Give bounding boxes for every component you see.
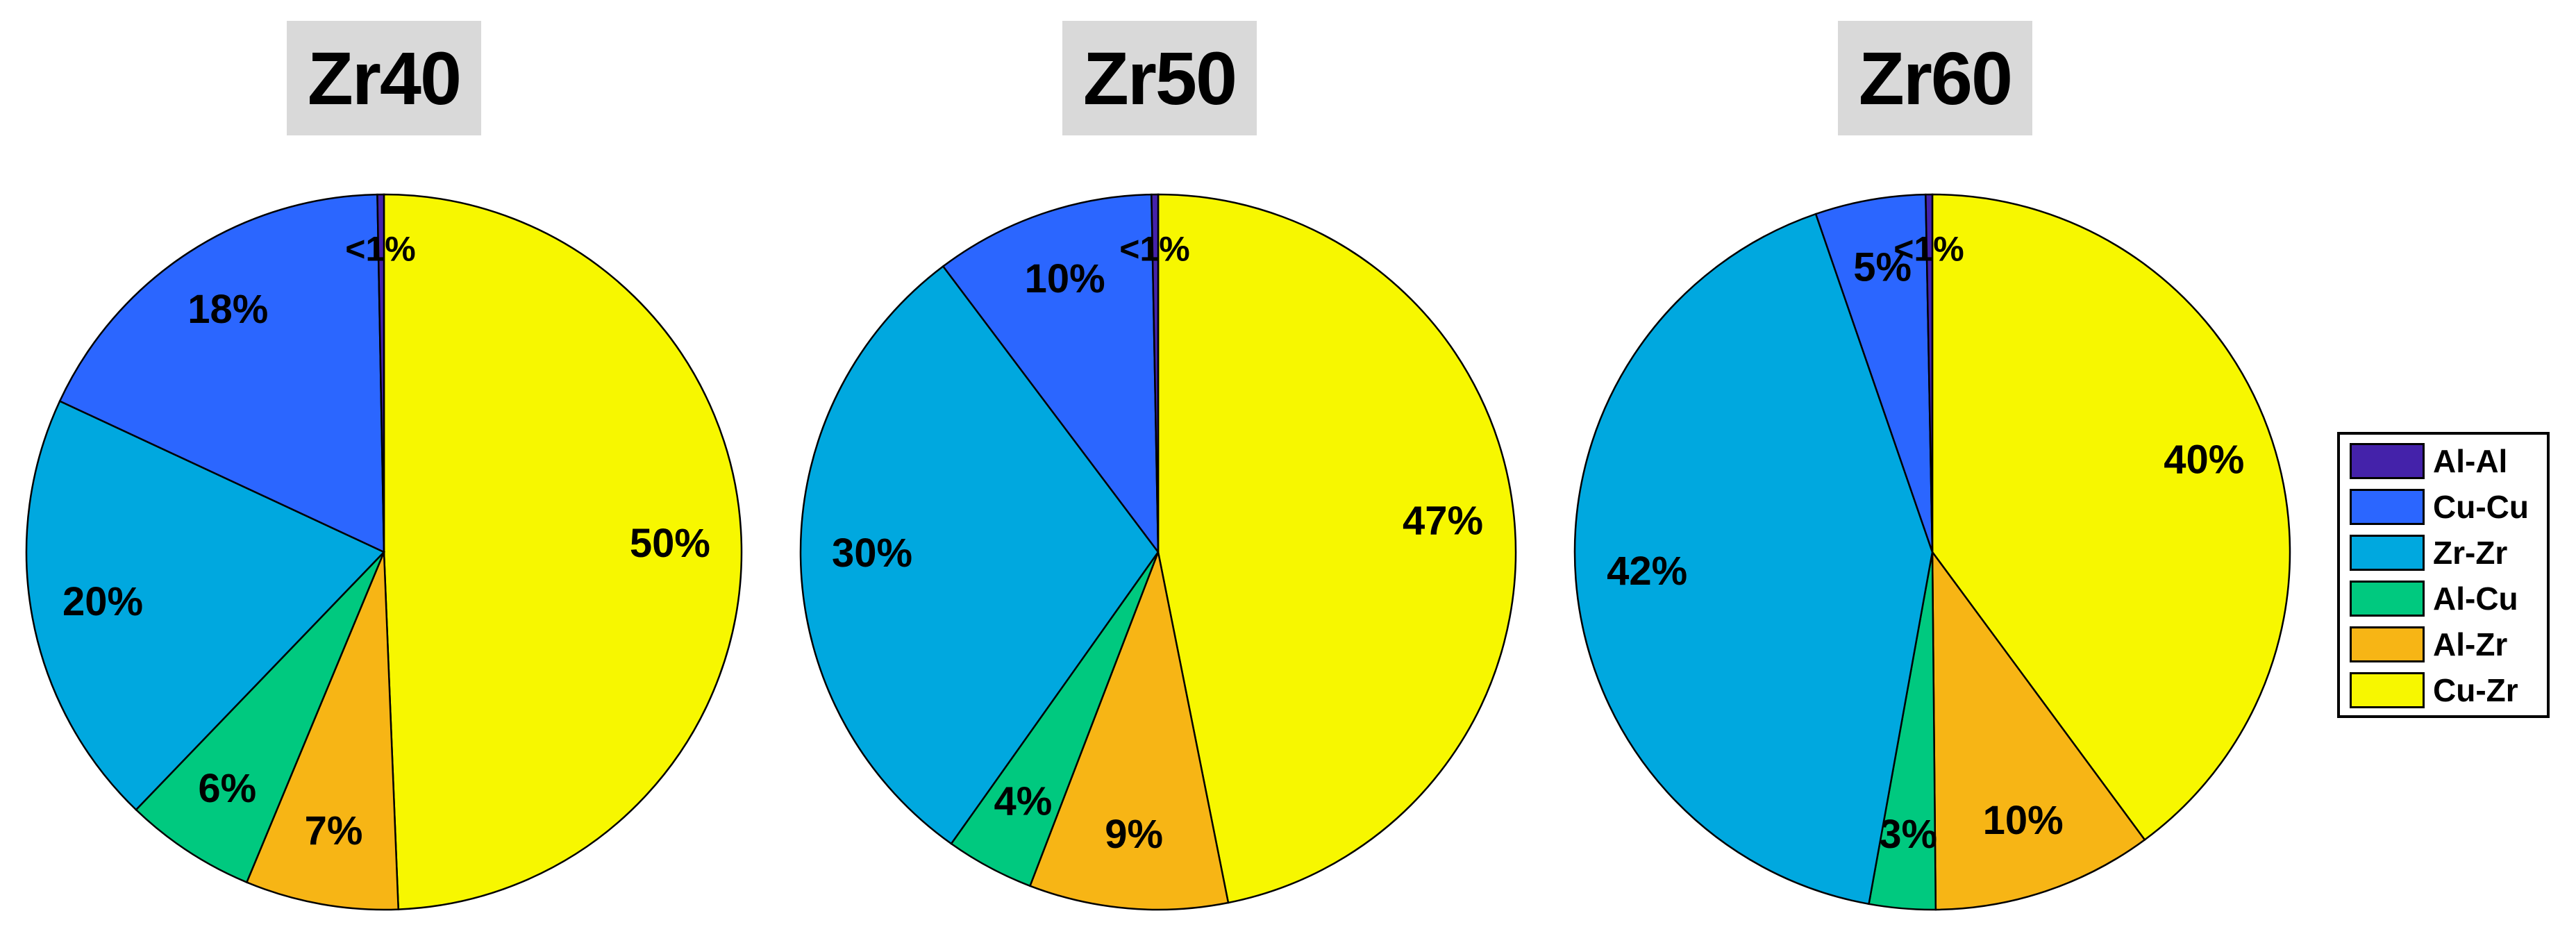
legend-item-zr-zr: Zr-Zr — [2350, 535, 2507, 571]
pie-slice-zr40-al-cu — [135, 551, 385, 884]
legend-label-cu-cu: Cu-Cu — [2433, 489, 2529, 525]
pie-label-zr50-al-cu: 4% — [994, 779, 1053, 824]
pie-title-box-zr60: Zr60 — [1838, 21, 2032, 135]
legend-item-al-cu: Al-Cu — [2350, 581, 2518, 617]
pie-slice-zr40-al-al — [376, 193, 385, 553]
pie-zr60: 40% 10% 3% 42% 5%<1% — [1573, 193, 2291, 911]
legend-item-al-zr: Al-Zr — [2350, 626, 2507, 662]
pie-title-box-zr50: Zr50 — [1062, 21, 1257, 135]
pie-slice-zr60-cu-zr — [1931, 193, 2291, 842]
pie-label-zr60-cu-cu: 5% — [1853, 245, 1912, 290]
legend-label-cu-zr: Cu-Zr — [2433, 672, 2518, 708]
pie-label-zr40-cu-cu: 18% — [187, 287, 268, 332]
pie-slice-zr60-al-zr — [1931, 549, 2146, 911]
pie-zr40: 50% 7% 6% 20% 18% <1% — [25, 193, 743, 911]
pie-slice-zr50-cu-cu — [942, 193, 1160, 555]
pie-slice-zr50-cu-zr — [1157, 193, 1517, 904]
pie-label-zr60-al-al: <1% — [1893, 230, 1964, 269]
pie-slice-zr40-zr-zr — [25, 399, 386, 811]
pie-label-zr60-al-zr: 10% — [1983, 798, 2064, 843]
legend-item-al-al: Al-Al — [2350, 443, 2507, 479]
pie-label-zr50-al-al: <1% — [1119, 230, 1189, 269]
legend-label-al-al: Al-Al — [2433, 443, 2508, 479]
pie-label-zr40-al-al: <1% — [345, 230, 415, 269]
legend-item-cu-zr: Cu-Zr — [2350, 672, 2518, 708]
legend-swatch-al-zr — [2350, 626, 2425, 662]
pie-label-zr60-al-cu: 3% — [1879, 812, 1937, 857]
legend-label-al-zr: Al-Zr — [2433, 626, 2508, 662]
pie-label-zr60-zr-zr: 42% — [1607, 549, 1687, 594]
pie-slice-zr60-cu-cu — [1814, 193, 1934, 553]
pie-title-zr50: Zr50 — [1082, 36, 1237, 120]
pie-label-zr40-al-zr: 7% — [305, 808, 363, 853]
legend-swatch-al-al — [2350, 443, 2425, 479]
pie-label-zr40-al-cu: 6% — [198, 766, 256, 811]
pie-slice-zr50-al-al — [1151, 193, 1160, 553]
pie-title-zr60: Zr60 — [1858, 36, 2013, 120]
legend-swatch-zr-zr — [2350, 535, 2425, 571]
pie-label-zr50-al-zr: 9% — [1105, 812, 1163, 857]
pie-zr50: 47% 9% 4% 30% 10% <1% — [799, 193, 1517, 911]
pie-label-zr40-zr-zr: 20% — [62, 579, 143, 624]
pie-slice-zr50-al-zr — [1028, 549, 1230, 911]
pie-label-zr50-cu-cu: 10% — [1025, 256, 1105, 301]
legend-item-cu-cu: Cu-Cu — [2350, 489, 2529, 525]
legend: Al-Al Cu-Cu Zr-Zr Al-Cu Al-Zr Cu-Zr — [2337, 432, 2550, 718]
pie-slice-zr40-cu-zr — [383, 193, 743, 910]
pie-title-box-zr40: Zr40 — [287, 21, 481, 135]
legend-swatch-cu-zr — [2350, 672, 2425, 708]
pie-slice-zr40-al-zr — [245, 551, 400, 911]
pie-slice-zr60-zr-zr — [1573, 212, 1934, 906]
pie-label-zr50-zr-zr: 30% — [832, 531, 912, 576]
pie-title-zr40: Zr40 — [307, 36, 462, 120]
legend-swatch-cu-cu — [2350, 489, 2425, 525]
pie-label-zr40-cu-zr: 50% — [630, 521, 710, 566]
pie-label-zr50-cu-zr: 47% — [1403, 499, 1483, 544]
pie-label-zr60-cu-zr: 40% — [2164, 437, 2244, 483]
legend-label-zr-zr: Zr-Zr — [2433, 535, 2508, 571]
pie-slice-zr50-zr-zr — [799, 265, 1160, 845]
pie-slice-zr60-al-al — [1925, 193, 1934, 553]
legend-label-al-cu: Al-Cu — [2433, 581, 2518, 617]
pie-slice-zr40-cu-cu — [58, 193, 385, 553]
legend-swatch-al-cu — [2350, 581, 2425, 617]
